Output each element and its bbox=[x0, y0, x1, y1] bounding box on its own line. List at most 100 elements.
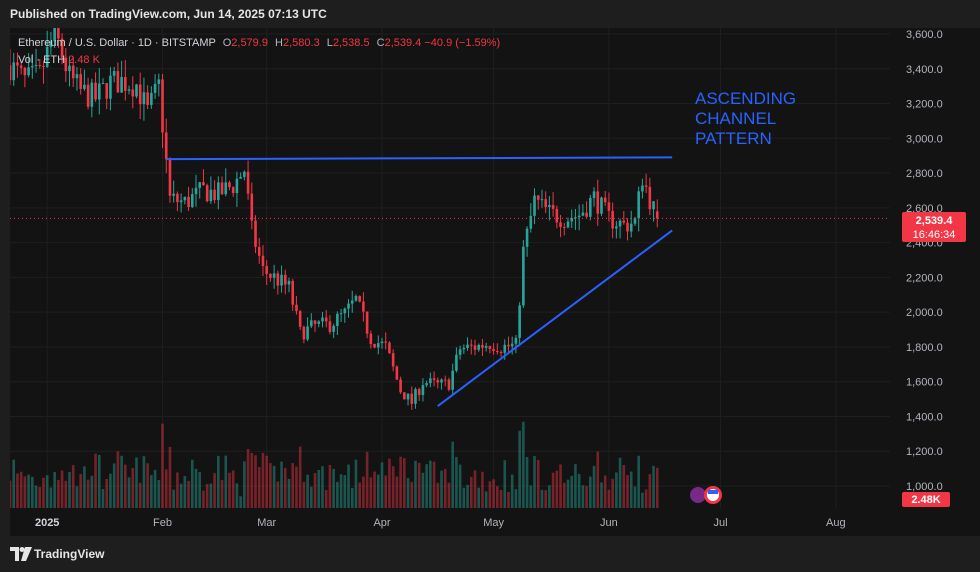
candle-body bbox=[53, 28, 56, 42]
candle-body bbox=[525, 228, 529, 247]
candle-body bbox=[101, 83, 105, 85]
candle-body bbox=[529, 215, 533, 229]
candle-body bbox=[559, 222, 562, 227]
volume-bar bbox=[97, 454, 101, 508]
volume-bar bbox=[347, 464, 350, 508]
volume-bar bbox=[496, 486, 499, 508]
candle-body bbox=[10, 65, 12, 81]
candle-body bbox=[436, 379, 440, 383]
y-tick-label: 3,400.0 bbox=[906, 64, 943, 76]
volume-bar bbox=[269, 463, 272, 508]
candle-body bbox=[194, 187, 198, 195]
candle-body bbox=[295, 304, 298, 312]
candle-body bbox=[187, 196, 190, 208]
candle-body bbox=[496, 351, 499, 353]
volume-bar bbox=[235, 483, 239, 508]
candle-body bbox=[243, 171, 246, 177]
last-volume-badge bbox=[902, 492, 950, 507]
candle-body bbox=[518, 305, 521, 338]
candle-body bbox=[146, 92, 149, 105]
candle-body bbox=[477, 344, 481, 350]
volume-bar bbox=[618, 457, 622, 508]
volume-bar bbox=[466, 484, 469, 508]
volume-bar bbox=[525, 457, 529, 508]
volume-bar bbox=[295, 466, 298, 508]
candle-body bbox=[23, 67, 27, 76]
volume-bar bbox=[391, 466, 395, 508]
volume-bar bbox=[555, 470, 559, 508]
volume-bar bbox=[458, 464, 462, 508]
candle-body bbox=[272, 273, 276, 278]
candle-body bbox=[257, 246, 261, 256]
candle-body bbox=[562, 226, 566, 228]
y-tick-label: 1,400.0 bbox=[906, 411, 943, 423]
candle-body bbox=[481, 344, 484, 348]
candle-body bbox=[283, 274, 287, 285]
volume-bars bbox=[10, 421, 659, 508]
candle-body bbox=[373, 343, 376, 348]
candle-body bbox=[641, 185, 644, 192]
volume-bar bbox=[131, 468, 135, 508]
candle-body bbox=[618, 220, 622, 227]
candle-body bbox=[451, 370, 454, 390]
candle-body bbox=[655, 211, 659, 219]
tradingview-logo-icon[interactable] bbox=[10, 547, 32, 561]
volume-bar bbox=[451, 441, 454, 508]
volume-bar bbox=[369, 477, 373, 508]
volume-bar bbox=[94, 453, 97, 508]
candle-body bbox=[551, 204, 555, 209]
volume-bar bbox=[172, 489, 175, 508]
candle-body bbox=[239, 176, 242, 179]
volume-bar bbox=[306, 474, 309, 508]
volume-label: Vol · ETH bbox=[18, 54, 66, 66]
volume-bar bbox=[254, 455, 257, 508]
event-flags-icon[interactable] bbox=[690, 486, 722, 504]
volume-bar bbox=[194, 468, 198, 508]
volume-bar bbox=[629, 471, 633, 508]
volume-bar bbox=[83, 466, 86, 508]
volume-bar bbox=[183, 476, 187, 508]
price-chart[interactable]: ASCENDING CHANNEL PATTERN 3,600.0 3,400.0… bbox=[10, 28, 980, 536]
volume-bar bbox=[343, 475, 347, 508]
volume-bar bbox=[243, 461, 246, 508]
candle-body bbox=[124, 76, 127, 91]
volume-bar bbox=[373, 471, 376, 508]
chart-area[interactable]: ASCENDING CHANNEL PATTERN 3,600.0 3,400.0… bbox=[10, 28, 980, 536]
candle-body bbox=[306, 326, 309, 340]
y-tick-label: 2,600.0 bbox=[906, 203, 943, 215]
volume-bar bbox=[213, 473, 216, 508]
volume-bar bbox=[421, 472, 425, 508]
tradingview-brand[interactable]: TradingView bbox=[34, 547, 105, 561]
volume-bar bbox=[105, 478, 109, 508]
candle-body bbox=[429, 378, 432, 384]
candle-body bbox=[235, 178, 239, 194]
candle-body bbox=[176, 193, 179, 203]
volume-bar bbox=[276, 481, 280, 508]
candle-body bbox=[484, 346, 488, 348]
volume-bar bbox=[395, 476, 399, 508]
candle-body bbox=[589, 197, 592, 217]
volume-bar bbox=[540, 489, 544, 508]
candle-body bbox=[153, 83, 157, 93]
candle-body bbox=[350, 300, 354, 304]
candle-body bbox=[231, 187, 235, 194]
candle-body bbox=[179, 200, 183, 203]
volume-bar bbox=[176, 472, 179, 508]
resistance-trendline bbox=[166, 156, 673, 161]
volume-bar bbox=[71, 465, 75, 508]
candle-body bbox=[276, 273, 280, 286]
candle-body bbox=[269, 273, 272, 278]
volume-bar bbox=[79, 473, 82, 508]
candle-body bbox=[112, 71, 116, 76]
volume-bar bbox=[228, 472, 231, 508]
candle-body bbox=[432, 378, 436, 380]
volume-bar bbox=[514, 489, 518, 508]
y-tick-label: 3,600.0 bbox=[906, 29, 943, 41]
last-volume-label: 2.48K bbox=[911, 494, 940, 506]
candle-body bbox=[343, 308, 347, 314]
x-tick-label: Apr bbox=[373, 517, 390, 529]
candle-body bbox=[109, 75, 112, 99]
volume-bar bbox=[473, 470, 477, 508]
volume-bar bbox=[484, 491, 488, 508]
open-key: O bbox=[222, 37, 232, 49]
